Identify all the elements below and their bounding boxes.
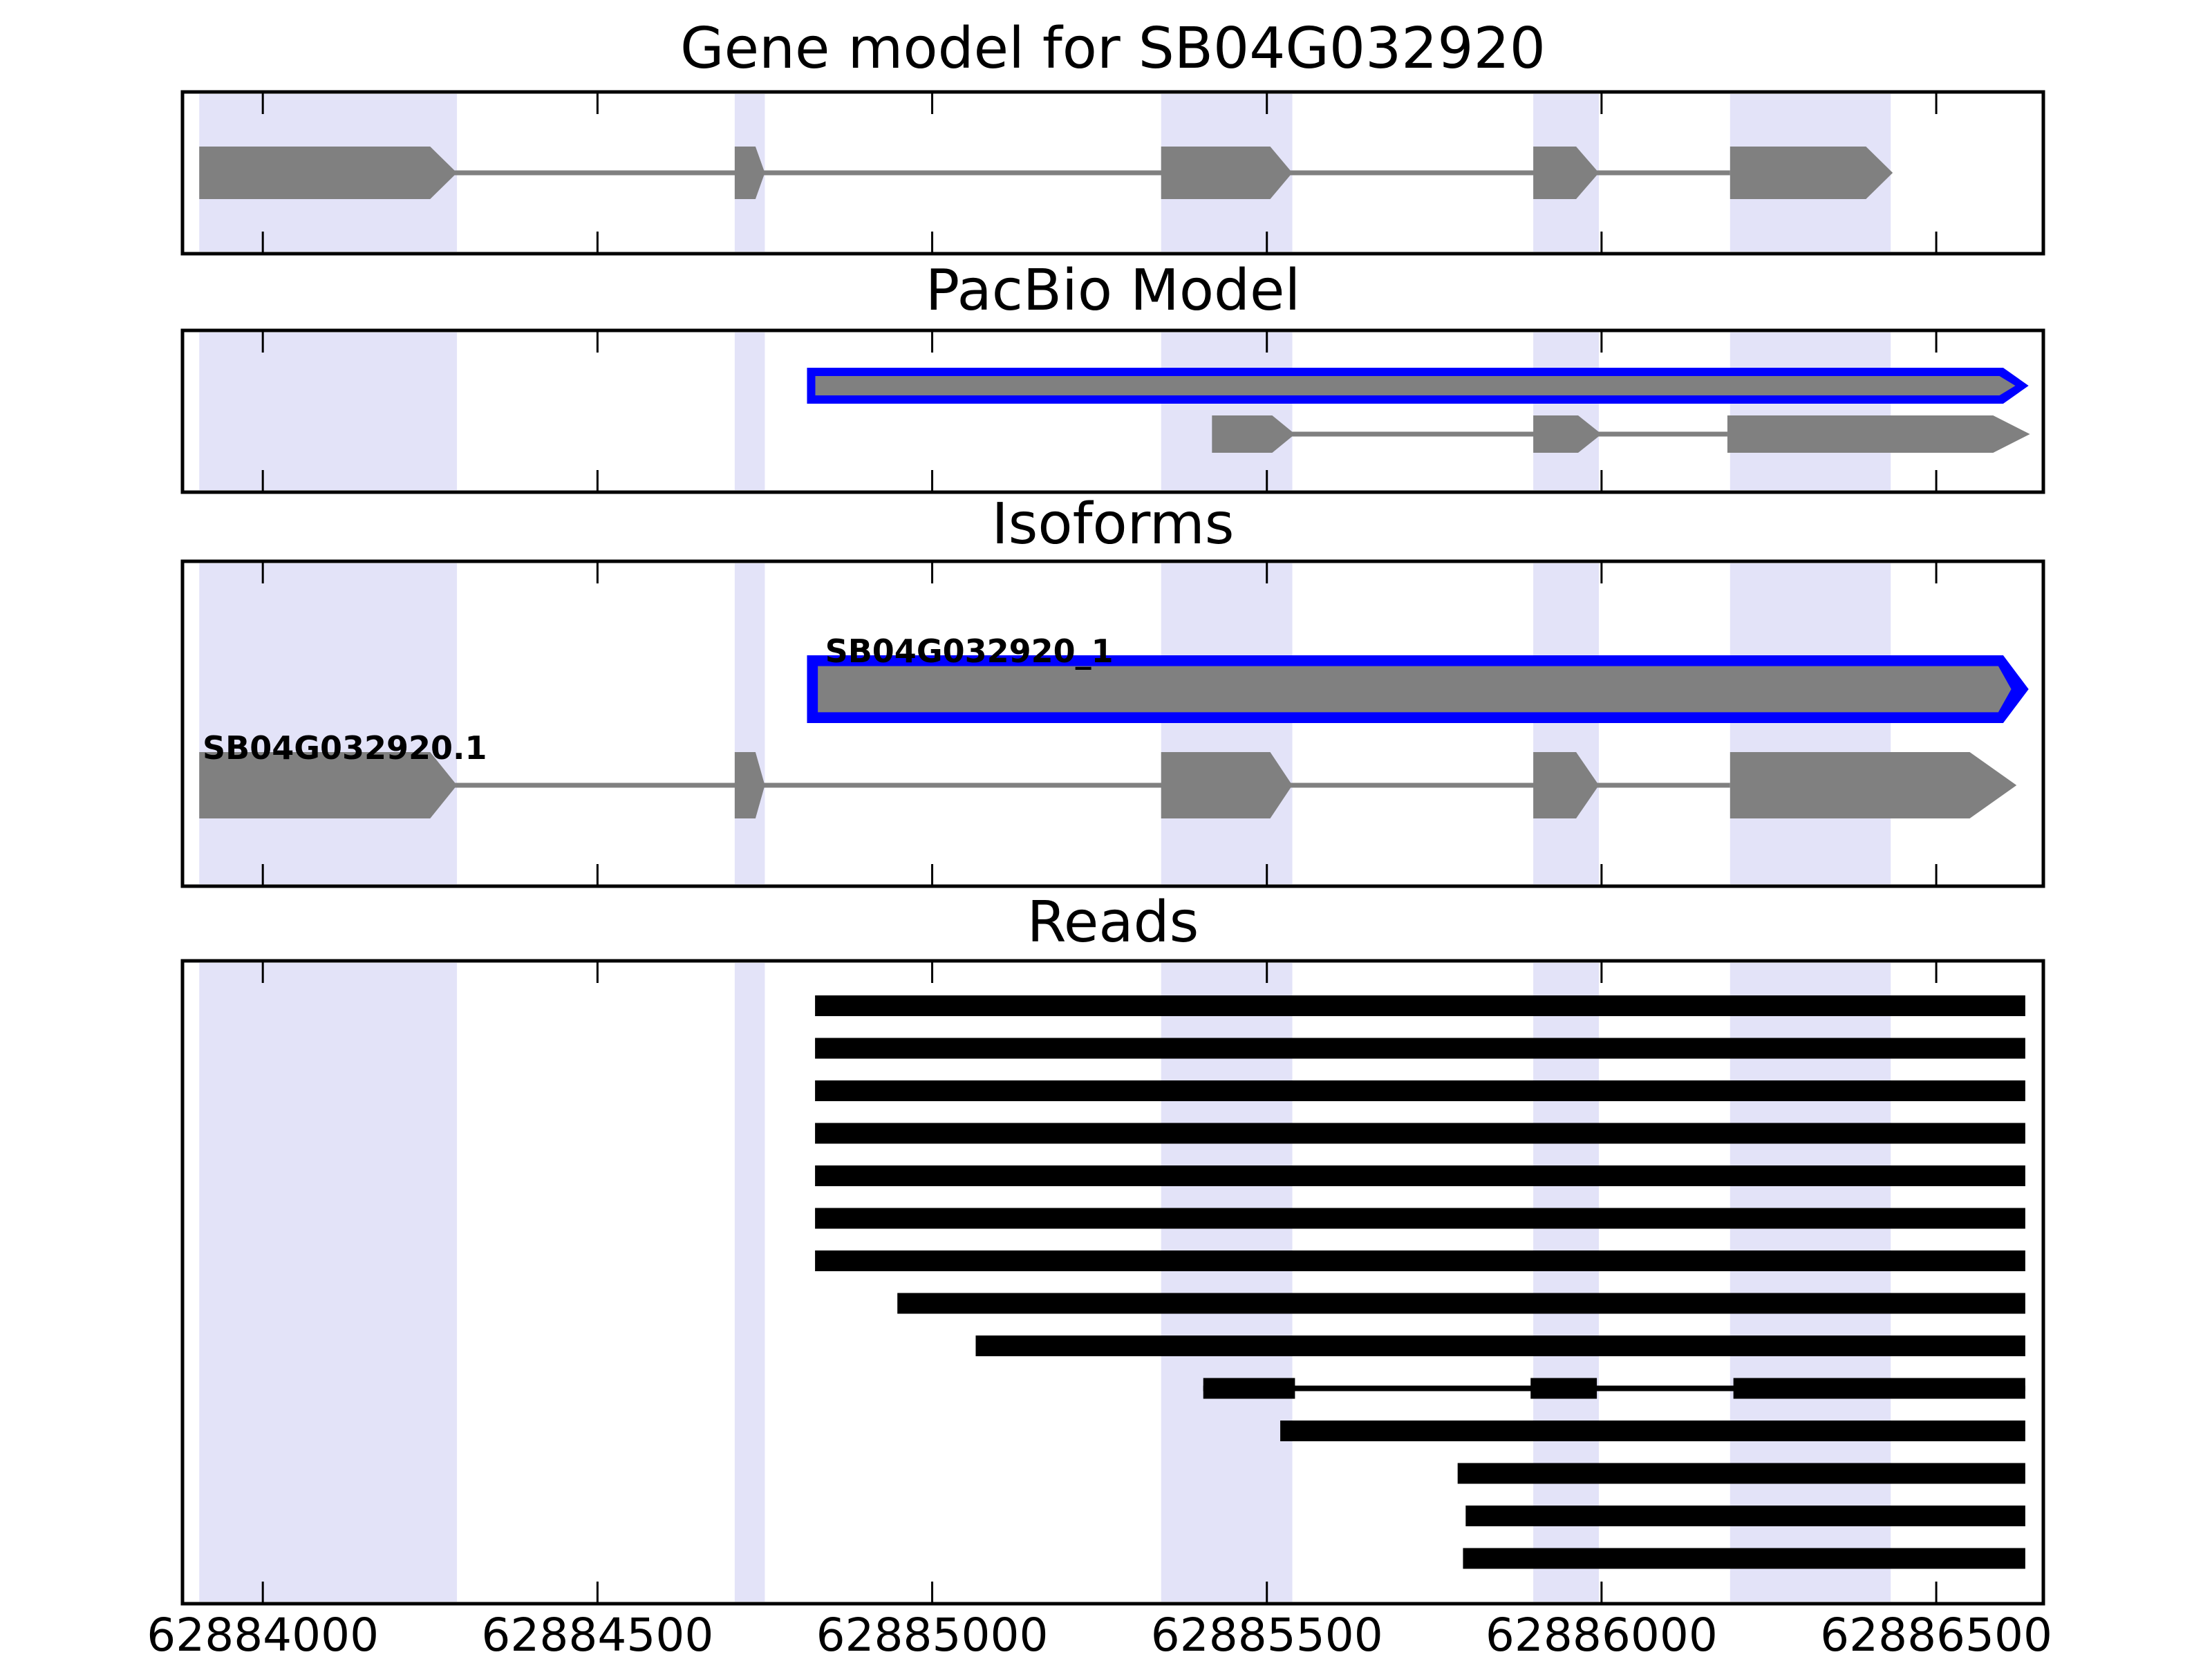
read-bar: [815, 1038, 2025, 1059]
isoform-exon: [1730, 752, 2017, 818]
read-bar: [815, 1123, 2025, 1144]
x-axis-tick-label: 62886500: [1820, 1609, 2052, 1659]
panel-border: [180, 959, 2045, 1606]
pacbio-model-exon: [1533, 415, 1602, 453]
exon-highlight-band: [1161, 563, 1293, 884]
gene-model-exon: [1730, 147, 1893, 199]
isoform-exon: [734, 752, 765, 818]
read-bar: [1457, 1463, 2025, 1484]
exon-highlight-band: [1730, 332, 1891, 490]
panel-title-gene-model: Gene model for SB04G032920: [680, 16, 1546, 82]
exon-highlight-band: [199, 963, 458, 1602]
panel-border: [180, 559, 2045, 888]
exon-highlight-band: [1730, 963, 1891, 1602]
panel-title-isoforms: Isoforms: [992, 491, 1235, 557]
x-axis-tick-label: 62884000: [147, 1609, 379, 1659]
read-bar: [1203, 1378, 1295, 1399]
isoform-exon: [1161, 752, 1293, 818]
read-bar: [897, 1293, 2025, 1314]
pacbio-model-exon: [1212, 415, 1295, 453]
pacbio-model-body: [815, 376, 2016, 395]
exon-highlight-band: [1730, 563, 1891, 884]
panel-isoforms-track: SB04G032920_1 SB04G032920.1: [180, 559, 2045, 888]
exon-highlight-band: [734, 332, 765, 490]
isoform-label: SB04G032920.1: [203, 729, 487, 767]
panel-title-pacbio: PacBio Model: [926, 258, 1301, 324]
x-axis-tick-labels: 62884000 62884500 62885000 62885500 62886000…: [147, 1609, 2052, 1659]
exon-highlight-band: [1161, 332, 1293, 490]
exon-highlight-band: [734, 563, 765, 884]
panel-pacbio-track: [180, 328, 2045, 494]
exon-highlight-band: [1533, 563, 1600, 884]
read-bar: [1280, 1421, 2025, 1441]
x-axis-tick-label: 62884500: [481, 1609, 713, 1659]
isoform-exon: [1533, 752, 1600, 818]
gene-model-exon: [1161, 147, 1293, 199]
gene-model-exon: [199, 147, 458, 199]
read-bar: [815, 995, 2025, 1016]
read-bar: [1463, 1548, 2025, 1569]
isoform-label: SB04G032920_1: [825, 632, 1114, 670]
isoform-exon: [199, 752, 458, 818]
read-bar: [975, 1335, 2025, 1356]
panel-title-reads: Reads: [1027, 890, 1199, 955]
exon-highlight-band: [1161, 963, 1293, 1602]
read-bar: [815, 1250, 2025, 1271]
x-axis-tick-label: 62886000: [1485, 1609, 1718, 1659]
exon-highlight-band: [199, 563, 458, 884]
read-bar: [1733, 1378, 2025, 1399]
exon-highlight-band: [199, 332, 458, 490]
pacbio-model-exon: [1727, 415, 2030, 453]
panel-border: [180, 90, 2045, 256]
panel-border: [180, 328, 2045, 494]
x-axis-tick-label: 62885000: [816, 1609, 1049, 1659]
exon-highlight-band: [1533, 963, 1600, 1602]
isoform-body: [818, 666, 2012, 713]
gene-model-exon: [1533, 147, 1600, 199]
exon-highlight-band: [734, 963, 765, 1602]
read-bar: [815, 1165, 2025, 1186]
gene-model-exon: [734, 147, 765, 199]
panel-reads-track: [180, 959, 2045, 1606]
read-bar: [815, 1208, 2025, 1229]
read-bar: [1530, 1378, 1597, 1399]
read-bar: [1465, 1506, 2025, 1526]
exon-highlight-band: [1533, 332, 1600, 490]
panel-gene-model-track: [180, 90, 2045, 256]
read-bar: [815, 1080, 2025, 1101]
x-axis-tick-label: 62885500: [1151, 1609, 1383, 1659]
